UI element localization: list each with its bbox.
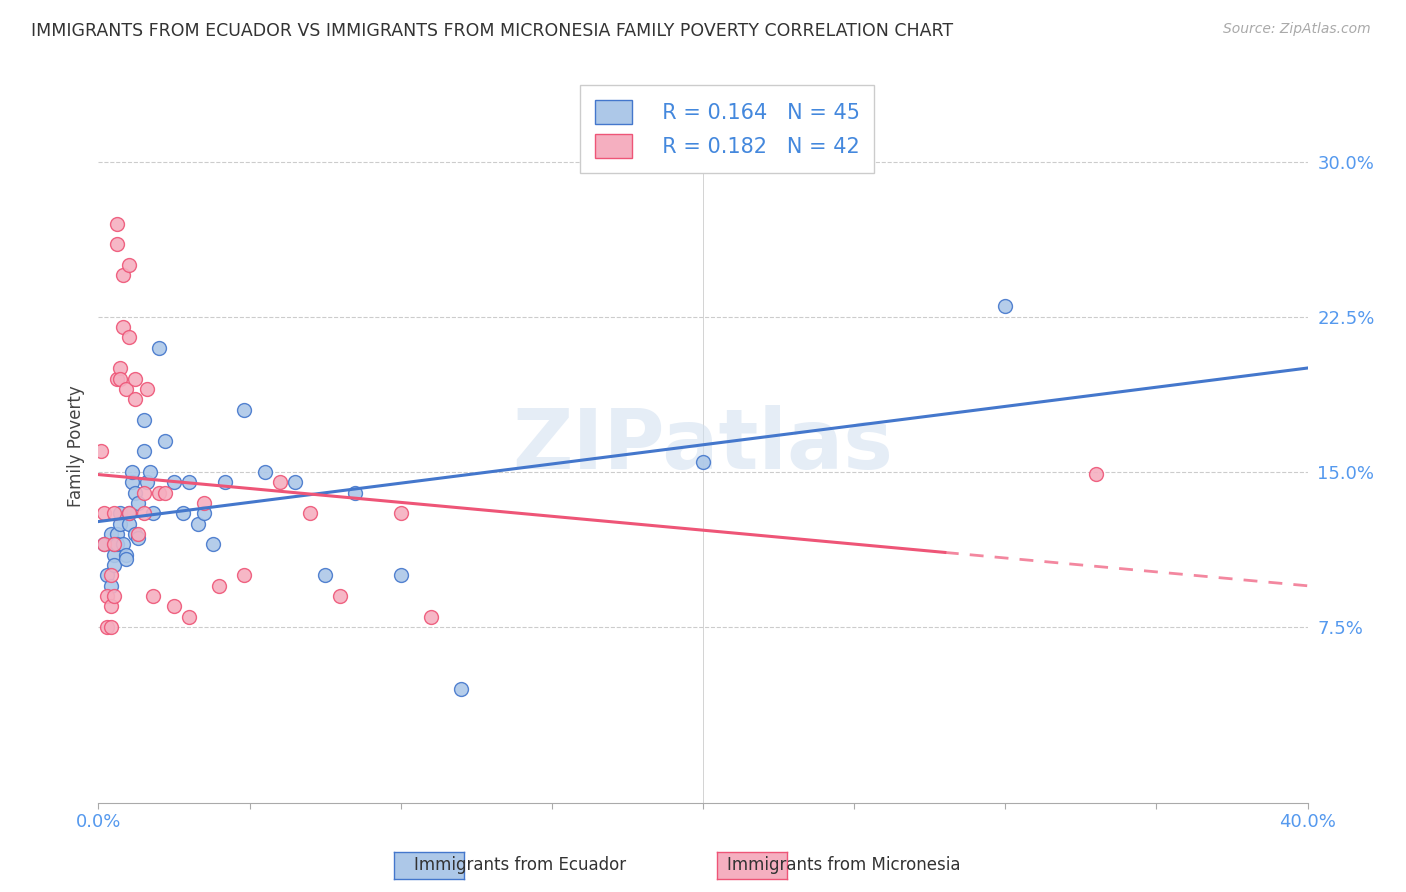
Point [139,465,162,479]
Point [118,330,141,344]
Point [103,589,125,603]
Point [202,537,225,551]
Point [93,506,115,520]
Point [127,496,149,510]
Point [329,589,352,603]
Point [344,485,367,500]
Point [253,465,276,479]
Point [108,372,131,386]
Point [121,475,143,490]
Point [172,506,194,520]
Point [127,531,149,545]
Point [214,475,236,490]
Point [132,485,155,500]
Point [232,568,254,582]
Point [153,434,176,448]
Point [314,568,336,582]
Point [93,537,115,551]
Point [132,444,155,458]
Point [118,516,141,531]
Point [1085,467,1108,481]
Point [132,413,155,427]
Point [420,609,443,624]
Point [153,485,176,500]
Point [163,475,186,490]
Point [100,599,122,614]
Point [232,402,254,417]
Point [103,537,125,551]
Point [108,361,131,376]
Point [179,475,201,490]
Point [450,681,472,696]
Point [692,454,714,468]
Point [163,599,186,614]
Point [90,444,112,458]
Point [114,548,136,562]
Legend:   R = 0.164   N = 45,   R = 0.182   N = 42: R = 0.164 N = 45, R = 0.182 N = 42 [581,86,875,173]
Point [193,506,215,520]
Point [389,506,412,520]
Point [124,527,146,541]
Point [96,568,118,582]
Point [994,299,1017,313]
Point [103,537,125,551]
Text: ZIPatlas: ZIPatlas [513,406,893,486]
Point [105,237,128,252]
Point [111,268,134,283]
Text: IMMIGRANTS FROM ECUADOR VS IMMIGRANTS FROM MICRONESIA FAMILY POVERTY CORRELATION: IMMIGRANTS FROM ECUADOR VS IMMIGRANTS FR… [31,22,953,40]
Point [111,320,134,334]
Point [124,372,146,386]
Text: Immigrants from Ecuador: Immigrants from Ecuador [415,856,626,874]
Point [114,551,136,566]
Point [121,465,143,479]
Text: Immigrants from Micronesia: Immigrants from Micronesia [727,856,960,874]
Y-axis label: Family Poverty: Family Poverty [66,385,84,507]
Point [100,568,122,582]
Point [118,506,141,520]
Point [100,579,122,593]
Point [105,217,128,231]
Point [208,579,231,593]
Point [100,527,122,541]
Point [100,620,122,634]
Point [103,506,125,520]
Point [299,506,322,520]
Point [93,537,115,551]
Point [108,506,131,520]
Point [105,537,128,551]
Point [193,496,215,510]
Point [124,485,146,500]
Point [105,372,128,386]
Point [114,382,136,396]
Text: Source: ZipAtlas.com: Source: ZipAtlas.com [1223,22,1371,37]
Point [187,516,209,531]
Point [284,475,307,490]
Point [127,527,149,541]
Point [111,537,134,551]
Point [118,506,141,520]
Point [142,506,165,520]
Point [389,568,412,582]
Point [269,475,291,490]
Point [105,527,128,541]
Point [179,609,201,624]
Point [135,382,157,396]
Point [132,506,155,520]
Point [96,620,118,634]
Point [142,589,165,603]
Point [108,516,131,531]
Point [124,392,146,407]
Point [118,258,141,272]
Point [148,485,170,500]
Point [103,558,125,572]
Point [96,589,118,603]
Point [103,548,125,562]
Point [148,341,170,355]
Point [135,475,157,490]
